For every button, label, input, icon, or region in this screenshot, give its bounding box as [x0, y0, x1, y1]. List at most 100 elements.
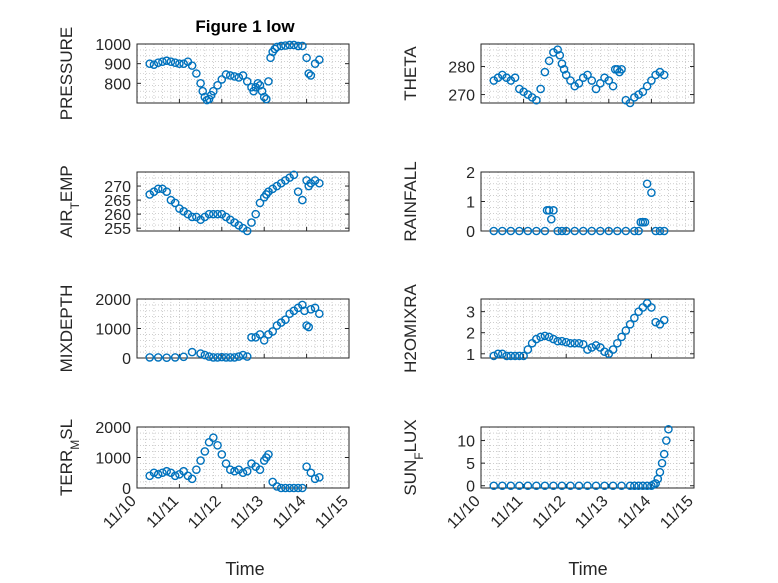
data-point — [217, 352, 227, 362]
data-point — [187, 474, 197, 484]
data-point — [276, 178, 286, 188]
data-point — [238, 468, 248, 478]
y-tick-label: 265 — [104, 193, 131, 210]
data-point — [559, 64, 569, 74]
axes-box — [480, 298, 695, 359]
data-point — [566, 481, 575, 491]
data-point — [234, 352, 244, 361]
data-point — [179, 352, 188, 362]
data-point — [574, 481, 584, 491]
data-point — [515, 481, 524, 491]
data-point — [515, 84, 524, 94]
data-point — [659, 315, 669, 325]
data-point — [285, 173, 294, 182]
data-point — [213, 440, 222, 450]
data-point — [659, 449, 669, 459]
data-point — [221, 70, 231, 79]
data-point — [608, 481, 618, 491]
data-point — [255, 330, 265, 339]
data-point — [549, 206, 558, 215]
data-point — [591, 481, 601, 491]
y-tick-label: 0 — [466, 479, 475, 496]
data-point — [570, 226, 580, 236]
data-point — [621, 226, 631, 236]
data-point — [557, 59, 567, 68]
data-point — [600, 73, 609, 83]
y-axis-label: SUNFLUX — [401, 419, 426, 495]
data-point — [298, 483, 307, 493]
data-point — [298, 195, 307, 205]
data-point — [583, 481, 592, 491]
data-point — [506, 351, 516, 361]
data-point — [497, 226, 507, 236]
data-point — [506, 481, 516, 491]
data-point — [200, 350, 210, 360]
data-point — [583, 70, 592, 80]
data-point — [493, 73, 503, 83]
data-point — [557, 481, 567, 491]
y-tick-label: 0 — [122, 351, 131, 368]
data-point — [591, 341, 601, 350]
y-axis-label: RAINFALL — [401, 161, 420, 241]
data-point — [634, 226, 643, 236]
data-point — [230, 72, 239, 81]
x-tick-label: 11/14 — [270, 493, 310, 533]
data-point — [634, 90, 643, 99]
data-point — [276, 483, 286, 493]
data-point — [613, 226, 622, 236]
data-point — [196, 79, 205, 88]
data-point — [153, 353, 163, 362]
data-point — [217, 450, 227, 459]
data-point — [289, 170, 299, 180]
data-point — [302, 462, 311, 471]
data-point — [225, 215, 235, 225]
data-point — [170, 198, 180, 208]
y-tick-label: 1000 — [95, 451, 131, 468]
y-tick-label: 2 — [466, 165, 475, 182]
data-point — [187, 347, 197, 357]
data-point — [304, 69, 314, 78]
data-point — [536, 84, 545, 94]
data-point — [651, 479, 660, 488]
data-point — [659, 226, 669, 236]
data-point — [553, 226, 562, 236]
data-point — [546, 214, 556, 224]
x-tick-label: 11/13 — [572, 493, 612, 533]
data-point — [247, 333, 256, 342]
data-point — [664, 424, 673, 434]
data-point — [617, 332, 626, 342]
data-point — [238, 71, 248, 80]
data-point — [523, 90, 533, 99]
data-point — [192, 465, 201, 475]
data-point — [213, 353, 222, 362]
data-point — [555, 50, 565, 60]
data-point — [255, 465, 265, 475]
data-point — [225, 353, 235, 362]
data-point — [647, 188, 656, 197]
data-point — [158, 57, 167, 67]
data-point — [523, 226, 533, 236]
data-point — [544, 332, 554, 342]
data-point — [149, 60, 159, 69]
data-point — [221, 212, 231, 222]
data-point — [259, 335, 269, 345]
data-point — [604, 226, 614, 236]
data-point — [583, 345, 592, 354]
data-point — [578, 73, 588, 83]
axes-box — [136, 43, 350, 104]
x-tick-label: 11/15 — [312, 493, 352, 533]
x-axis-label-left: Time — [225, 559, 264, 579]
data-point — [306, 305, 316, 314]
data-point — [540, 481, 550, 491]
x-tick-label: 11/12 — [185, 493, 225, 533]
y-axis-label: THETA — [401, 46, 420, 101]
data-point — [502, 73, 511, 83]
data-point — [281, 483, 290, 493]
subplot-sun-flux: 0 5 10 11/10 11/11 11/12 11/13 11/14 11/15 SUNFLU… — [401, 419, 697, 532]
data-point — [217, 209, 227, 219]
data-point — [540, 331, 550, 341]
y-tick-label: 800 — [104, 76, 131, 93]
subplot-h2omixra: 1 2 3 H2OMIXRA — [401, 283, 695, 373]
data-point — [310, 303, 320, 313]
